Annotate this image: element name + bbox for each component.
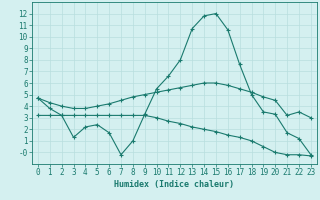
- X-axis label: Humidex (Indice chaleur): Humidex (Indice chaleur): [115, 180, 234, 189]
